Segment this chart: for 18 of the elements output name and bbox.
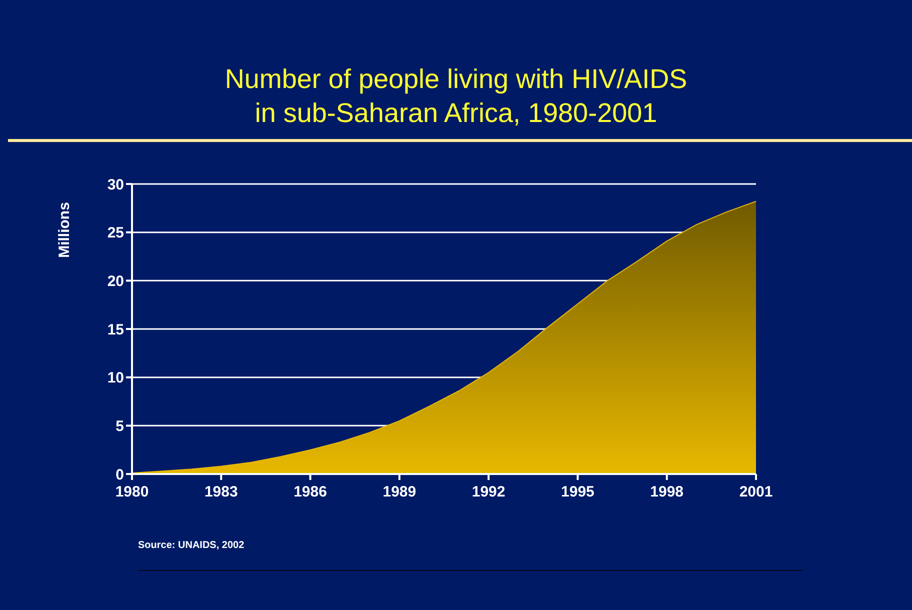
- y-tick-label: 20: [107, 272, 124, 290]
- x-tick-label: 1986: [294, 484, 327, 501]
- x-tick-label: 1989: [382, 484, 416, 501]
- chart-title: Number of people living with HIV/AIDS in sub-Saharan Africa, 1980-2001: [224, 63, 688, 130]
- x-tick-label: 1998: [650, 484, 684, 501]
- x-tick-label: 1983: [204, 484, 238, 501]
- y-tick-label: 30: [107, 176, 124, 194]
- y-tick-label: 15: [107, 321, 124, 338]
- x-tick-label: 1992: [472, 484, 506, 501]
- y-tick-label: 25: [107, 224, 124, 242]
- y-tick-label: 10: [107, 370, 124, 387]
- y-axis-title: Millions: [56, 201, 73, 260]
- x-tick-label: 2001: [739, 484, 773, 501]
- x-tick-label: 1995: [561, 484, 594, 501]
- x-tick-label: 1980: [115, 484, 149, 501]
- source-note: Source: UNAIDS, 2002: [138, 540, 244, 551]
- y-tick-label: 5: [116, 418, 124, 435]
- y-tick-label: 0: [116, 466, 124, 484]
